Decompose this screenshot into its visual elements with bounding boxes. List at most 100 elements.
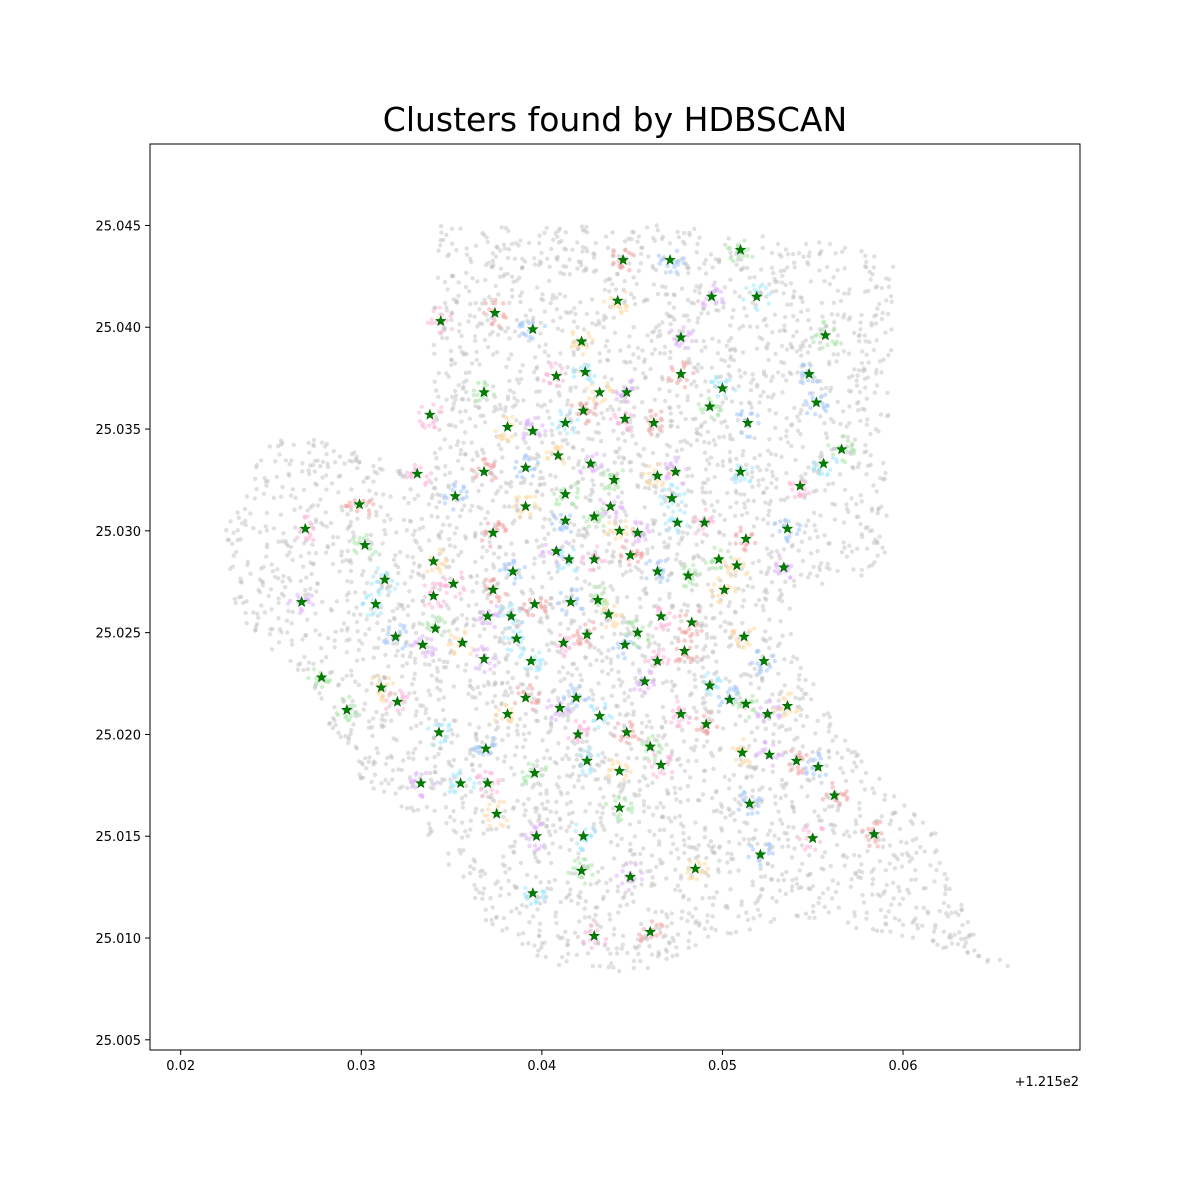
noise-point <box>345 625 350 631</box>
cluster-point <box>444 495 449 501</box>
noise-point <box>526 446 531 451</box>
noise-point <box>564 595 569 600</box>
noise-point <box>697 555 702 560</box>
noise-point <box>503 754 508 759</box>
noise-point <box>677 888 683 893</box>
noise-point <box>866 288 871 294</box>
noise-point <box>890 264 896 269</box>
noise-point <box>914 905 919 910</box>
noise-point <box>350 698 355 704</box>
noise-point <box>783 793 788 798</box>
noise-point <box>726 806 731 811</box>
noise-point <box>531 914 536 919</box>
noise-point <box>859 532 864 537</box>
noise-point <box>550 432 555 438</box>
noise-point <box>806 853 812 858</box>
noise-point <box>452 361 458 366</box>
noise-point <box>355 466 360 471</box>
noise-point <box>780 723 785 729</box>
noise-point <box>797 418 802 423</box>
noise-point <box>717 858 722 863</box>
noise-point <box>667 591 672 596</box>
noise-point <box>314 589 319 594</box>
noise-point <box>745 498 751 503</box>
noise-point <box>443 464 448 469</box>
cluster-point <box>483 301 488 306</box>
noise-point <box>300 461 305 466</box>
noise-point <box>417 545 422 550</box>
noise-point <box>374 746 379 751</box>
noise-point <box>542 309 547 314</box>
cluster-point <box>811 340 816 345</box>
noise-point <box>864 422 870 427</box>
noise-point <box>280 579 285 584</box>
noise-point <box>742 370 748 376</box>
noise-point <box>744 775 749 781</box>
noise-point <box>288 544 294 550</box>
cluster-point <box>624 524 629 530</box>
noise-point <box>667 388 672 394</box>
noise-point <box>596 421 601 427</box>
noise-point <box>544 788 549 793</box>
noise-point <box>444 820 449 826</box>
noise-point <box>589 487 595 492</box>
noise-point <box>326 636 331 641</box>
noise-point <box>685 440 690 445</box>
noise-point <box>514 728 520 733</box>
noise-point <box>379 781 384 786</box>
noise-point <box>857 390 863 395</box>
noise-point <box>590 490 595 495</box>
noise-point <box>485 318 490 323</box>
noise-point <box>571 764 576 769</box>
noise-point <box>789 444 794 449</box>
noise-point <box>401 606 406 611</box>
noise-point <box>877 359 883 364</box>
noise-point <box>320 522 326 528</box>
noise-point <box>793 457 798 463</box>
noise-point <box>302 592 308 597</box>
noise-point <box>537 928 542 933</box>
noise-point <box>707 895 712 900</box>
cluster-point <box>481 310 487 316</box>
noise-point <box>463 370 468 376</box>
noise-point <box>949 910 954 916</box>
noise-point <box>642 654 648 659</box>
noise-point <box>767 617 772 622</box>
noise-point <box>719 826 724 831</box>
noise-point <box>538 880 543 885</box>
noise-point <box>483 277 488 283</box>
noise-point <box>911 918 917 924</box>
noise-point <box>748 681 753 686</box>
noise-point <box>859 360 865 366</box>
noise-point <box>436 532 442 538</box>
noise-point <box>764 467 769 472</box>
noise-point <box>776 836 781 842</box>
noise-point <box>606 348 612 354</box>
noise-point <box>345 512 350 517</box>
noise-point <box>348 523 353 528</box>
noise-point <box>748 576 753 581</box>
noise-point <box>730 315 735 320</box>
noise-point <box>456 383 461 388</box>
noise-point <box>881 837 886 842</box>
noise-point <box>563 230 568 235</box>
noise-point <box>557 291 563 297</box>
noise-point <box>501 692 507 698</box>
noise-point <box>742 492 747 497</box>
noise-point <box>827 362 832 367</box>
noise-point <box>760 887 765 892</box>
noise-point <box>486 345 491 350</box>
noise-point <box>377 552 382 557</box>
noise-point <box>400 602 405 608</box>
noise-point <box>797 696 802 702</box>
noise-point <box>233 600 238 606</box>
noise-point <box>473 243 479 248</box>
cluster-point <box>747 434 753 439</box>
cluster-point <box>613 536 618 541</box>
noise-point <box>892 866 898 871</box>
noise-point <box>913 916 918 921</box>
noise-point <box>530 456 535 461</box>
noise-point <box>777 641 782 646</box>
noise-point <box>493 254 499 259</box>
noise-point <box>698 283 704 288</box>
